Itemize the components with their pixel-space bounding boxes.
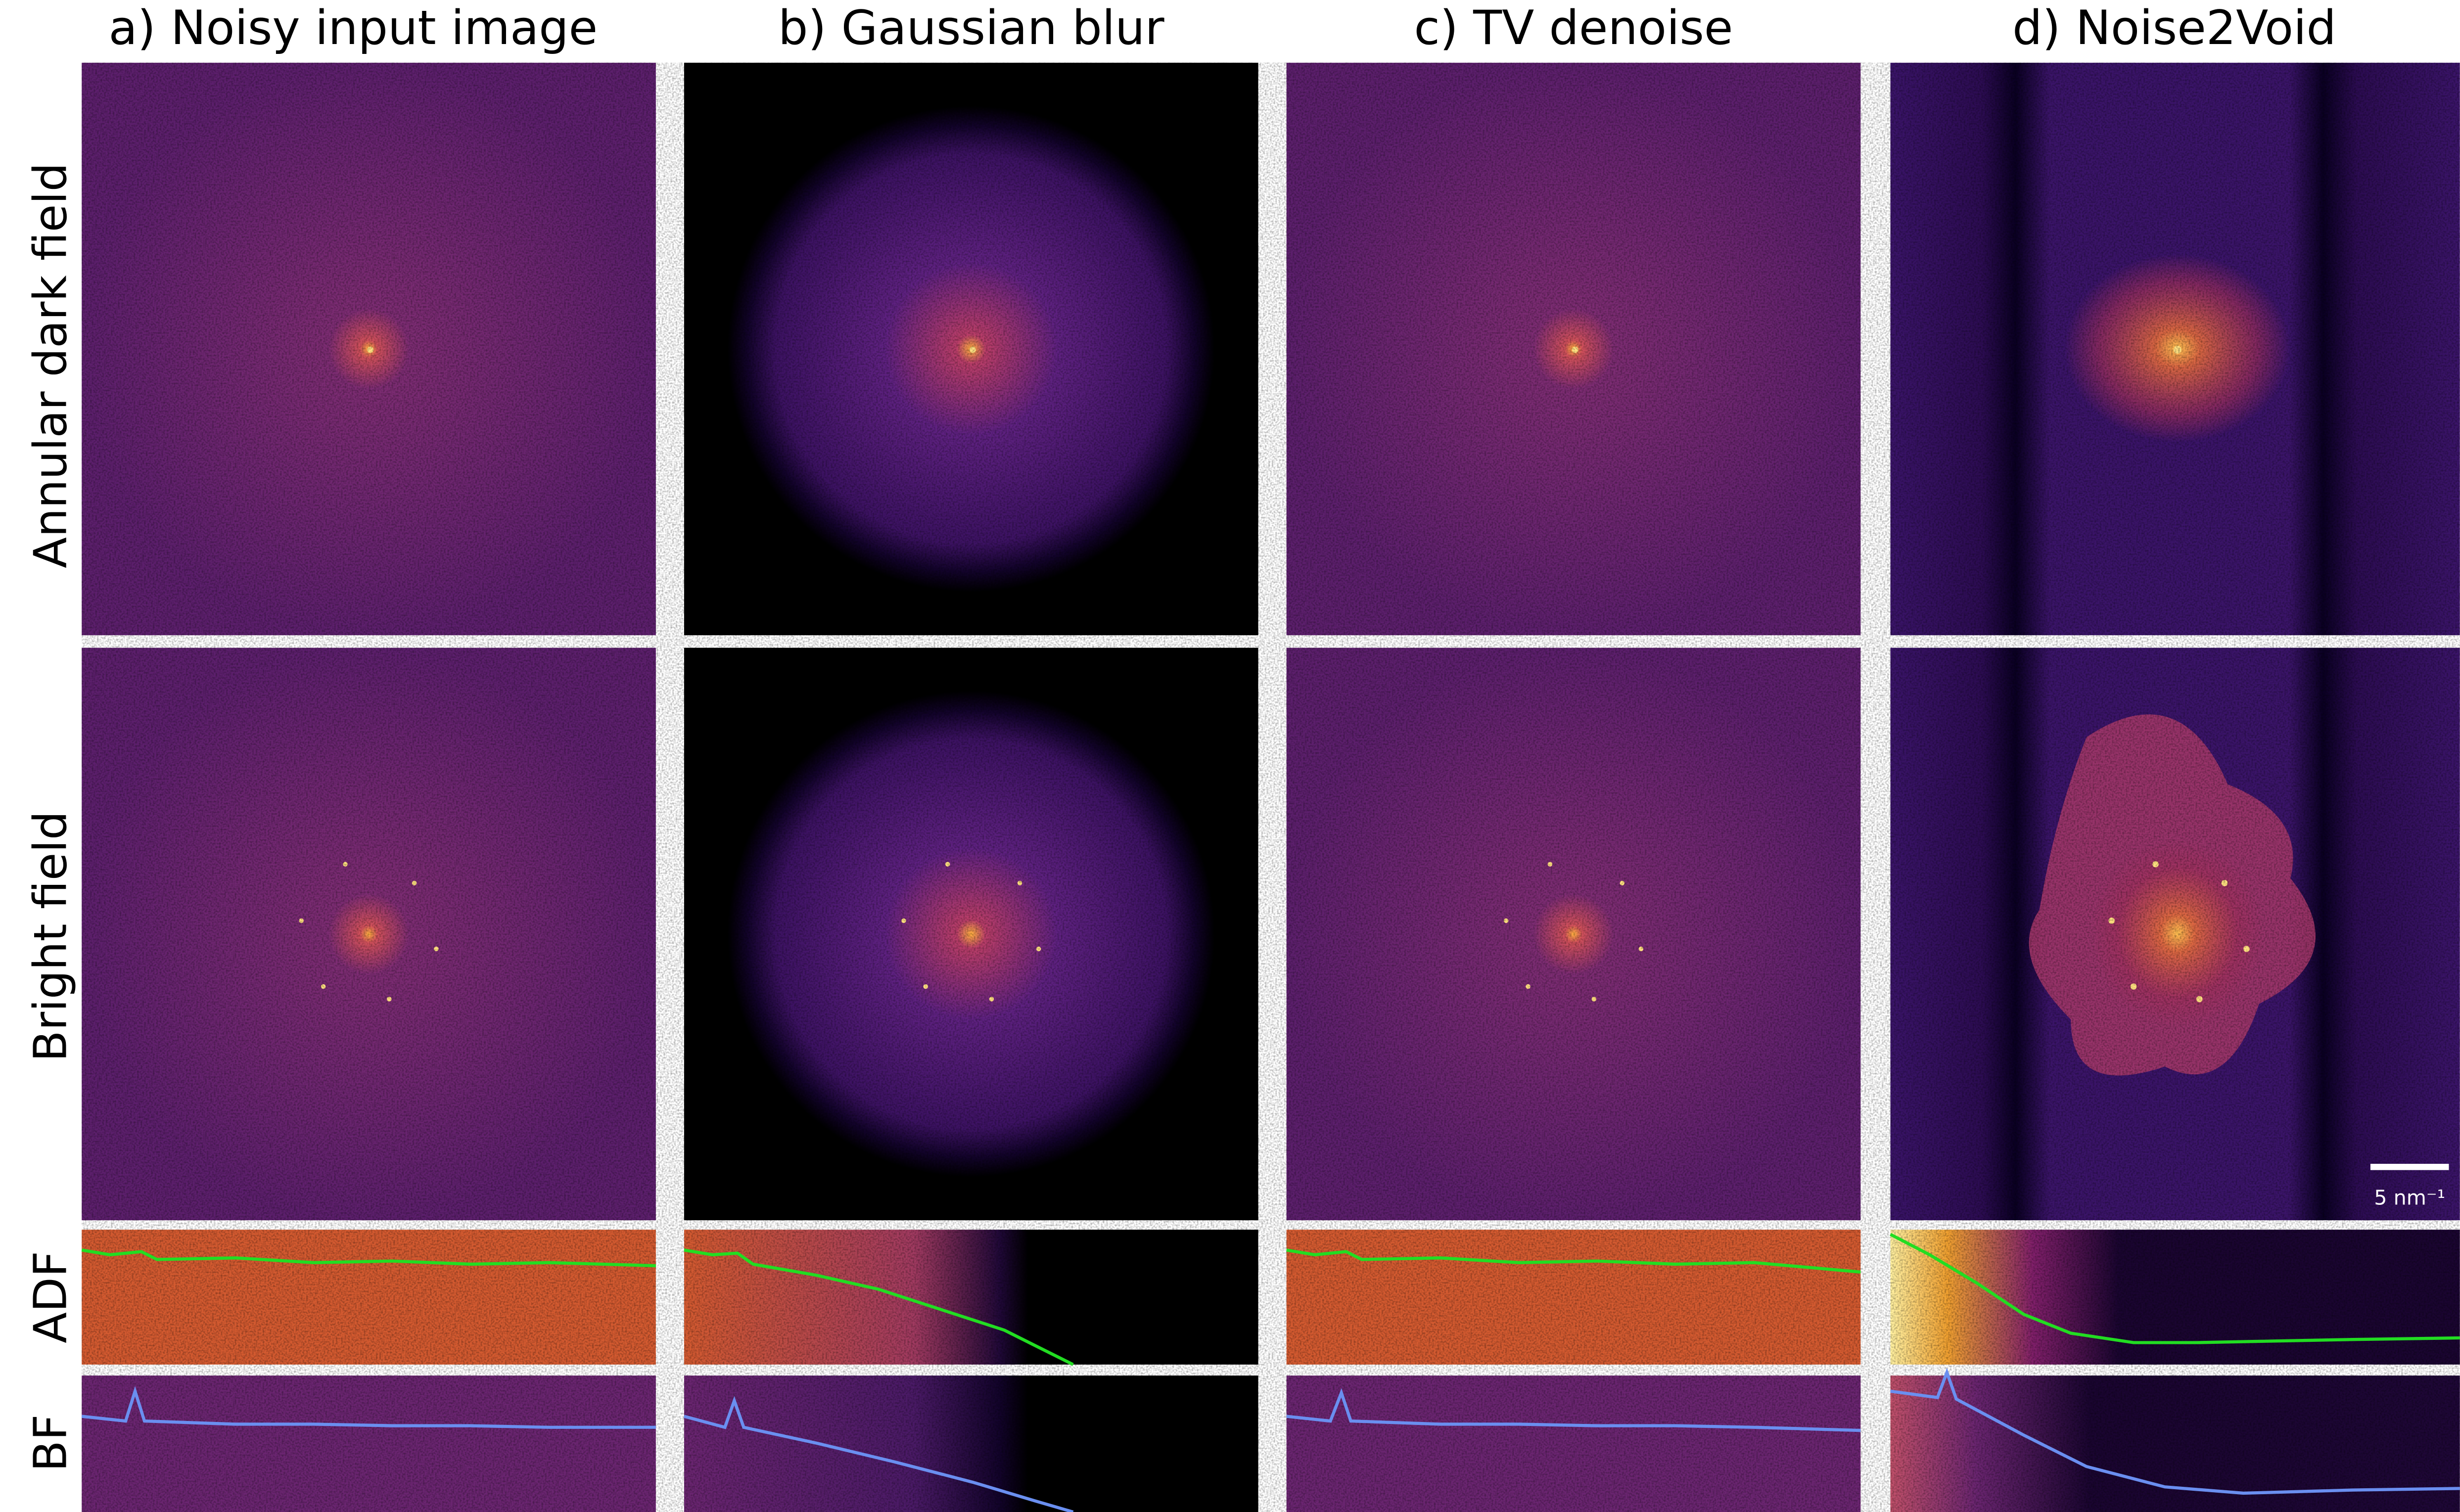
noise-area [1891, 63, 2460, 1220]
row-label: BF [24, 1414, 77, 1471]
row-label: ADF [24, 1251, 77, 1343]
column-title: a) Noisy input image [108, 1, 598, 55]
column-title: b) Gaussian blur [778, 1, 1164, 55]
noise-area [684, 63, 1258, 1220]
row-label: Bright field [24, 811, 77, 1062]
row-label: Annular dark field [24, 163, 77, 568]
column-title: c) TV denoise [1414, 1, 1733, 55]
noise-area [82, 63, 656, 1220]
noise-area [1287, 63, 1861, 1220]
noise [82, 63, 2460, 1512]
column-title: d) Noise2Void [2012, 1, 2336, 55]
scale-bar-label: 5 nm⁻¹ [2374, 1186, 2445, 1209]
scale-bar [2370, 1164, 2449, 1170]
